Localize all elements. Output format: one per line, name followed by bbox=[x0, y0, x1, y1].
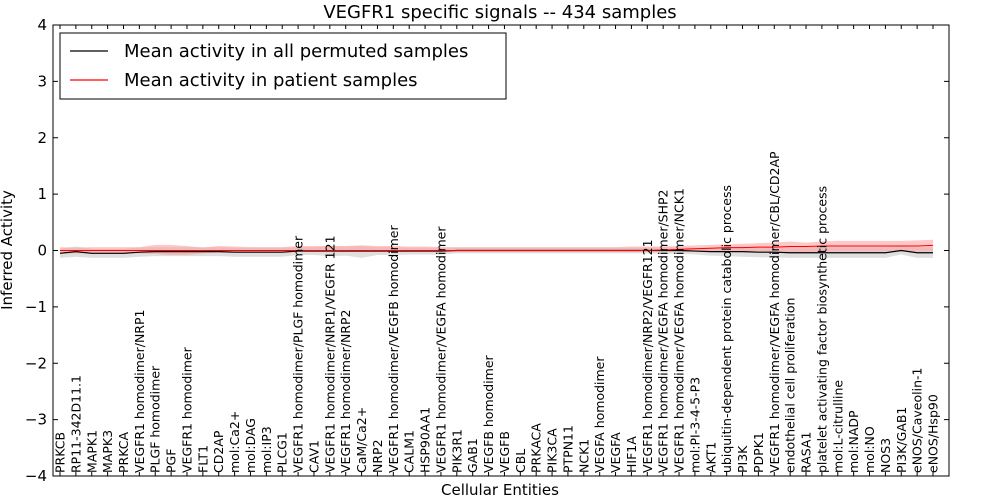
y-tick-label: −2 bbox=[25, 354, 47, 372]
x-tick-label: VEGFB homodimer bbox=[481, 354, 496, 473]
x-tick-label: VEGFR1 homodimer/NRP2/VEGFR121 bbox=[640, 239, 655, 473]
x-tick-label: PDPK1 bbox=[751, 432, 766, 473]
x-tick-label: VEGFB bbox=[497, 431, 512, 473]
x-tick-label: VEGFR1 homodimer/NRP1/VEGFR 121 bbox=[322, 235, 337, 473]
legend: Mean activity in all permuted samples Me… bbox=[59, 32, 507, 100]
x-tick-label: PI3K bbox=[735, 445, 750, 473]
y-tick-label: 4 bbox=[37, 16, 47, 34]
x-tick-label: CBL bbox=[513, 449, 528, 473]
x-tick-label: PI3K/GAB1 bbox=[894, 407, 909, 473]
x-tick-label: VEGFR1 homodimer/VEGFA homodimer/SHP2 bbox=[656, 189, 671, 473]
x-tick-label: VEGFR1 homodimer/VEGFB homodimer bbox=[386, 225, 401, 473]
y-tick-label: 1 bbox=[37, 185, 47, 203]
x-tick-label: PRKCA bbox=[116, 432, 131, 473]
y-tick-label: −3 bbox=[25, 411, 47, 429]
series-line-1 bbox=[60, 244, 934, 251]
x-tick-label: mol:Ca2+ bbox=[227, 411, 242, 473]
y-tick-label: 3 bbox=[37, 72, 47, 90]
x-tick-label: VEGFR1 homodimer/VEGFA homodimer bbox=[433, 226, 448, 473]
x-tick-label: CaM/Ca2+ bbox=[354, 407, 369, 473]
x-tick-label: PTPN11 bbox=[560, 425, 575, 473]
x-tick-label: CD2AP bbox=[211, 430, 226, 473]
y-tick-label: 0 bbox=[37, 242, 47, 260]
x-tick-label: NOS3 bbox=[878, 438, 893, 473]
x-tick-label: endothelial cell proliferation bbox=[783, 298, 798, 473]
x-tick-label: PLCG1 bbox=[275, 432, 290, 473]
x-tick-label: HSP90AA1 bbox=[418, 407, 433, 473]
x-tick-label: MAPK1 bbox=[84, 430, 99, 473]
x-tick-label: VEGFR1 homodimer/PLGF homodimer bbox=[291, 235, 306, 473]
x-tick-label: AKT1 bbox=[703, 442, 718, 473]
plot-frame bbox=[52, 24, 950, 477]
x-tick-label: VEGFR1 homodimer/NRP1 bbox=[132, 310, 147, 473]
x-tick-label: mol:PI-3-4-5-P3 bbox=[687, 377, 702, 473]
y-axis-label: Inferred Activity bbox=[0, 190, 16, 310]
x-tick-label: PGF bbox=[164, 449, 179, 473]
x-tick-label: VEGFR1 homodimer/VEGFA homodimer/CBL/CD2… bbox=[767, 151, 782, 473]
x-tick-label: VEGFR1 homodimer/VEGFA homodimer/NCK1 bbox=[672, 188, 687, 473]
x-tick-label: PRKACA bbox=[529, 423, 544, 473]
x-tick-label: RASA1 bbox=[799, 432, 814, 473]
legend-label-patient: Mean activity in patient samples bbox=[124, 70, 418, 91]
x-tick-label: VEGFA bbox=[608, 432, 623, 473]
x-tick-label: mol:NO bbox=[862, 426, 877, 473]
x-tick-label: mol:NADP bbox=[846, 410, 861, 473]
x-tick-label: PLGF homodimer bbox=[148, 365, 163, 473]
chart-title: VEGFR1 specific signals -- 434 samples bbox=[323, 2, 676, 23]
x-tick-label: mol:L-citrulline bbox=[830, 380, 845, 473]
x-tick-label: platelet activating factor biosynthetic … bbox=[814, 186, 829, 473]
x-tick-label: CAV1 bbox=[306, 440, 321, 473]
y-tick-label: 2 bbox=[37, 129, 47, 147]
x-tick-label: PIK3CA bbox=[545, 428, 560, 473]
y-tick-label: −1 bbox=[25, 298, 47, 316]
x-tick-label: VEGFR1 homodimer bbox=[179, 346, 194, 473]
x-tick-label: ubiquitin-dependent protein catabolic pr… bbox=[719, 185, 734, 473]
x-tick-label: NRP2 bbox=[370, 439, 385, 473]
x-tick-label: CALM1 bbox=[402, 430, 417, 473]
x-tick-label: PRKCB bbox=[53, 432, 68, 473]
x-tick-label: eNOS/Hsp90 bbox=[926, 394, 941, 473]
x-tick-label: HIF1A bbox=[624, 436, 639, 473]
x-tick-label: MAPK3 bbox=[100, 430, 115, 473]
x-tick-label: NCK1 bbox=[576, 439, 591, 473]
x-tick-label: VEGFR1 homodimer/NRP2 bbox=[338, 310, 353, 473]
x-tick-label: eNOS/Caveolin-1 bbox=[910, 368, 925, 473]
x-tick-label: mol:DAG bbox=[243, 418, 258, 473]
x-tick-label: RP11-342D11.1 bbox=[68, 375, 83, 473]
legend-box bbox=[59, 32, 507, 100]
legend-label-permuted: Mean activity in all permuted samples bbox=[124, 41, 468, 62]
x-tick-label: mol:IP3 bbox=[259, 426, 274, 473]
x-axis-label: Cellular Entities bbox=[441, 481, 559, 499]
x-tick-label: VEGFA homodimer bbox=[592, 356, 607, 473]
x-tick-label: GAB1 bbox=[465, 438, 480, 473]
y-tick-label: −4 bbox=[25, 467, 47, 485]
x-tick-label: PIK3R1 bbox=[449, 429, 464, 473]
x-tick-label: FLT1 bbox=[195, 445, 210, 473]
